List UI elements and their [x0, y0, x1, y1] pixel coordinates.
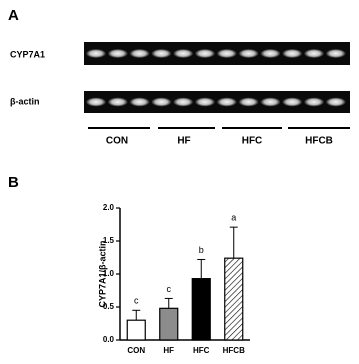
- y-tick-label: 1.5: [103, 236, 115, 245]
- significance-letter: c: [134, 296, 139, 306]
- significance-letter: b: [199, 245, 204, 255]
- band: [151, 97, 172, 107]
- band: [151, 49, 172, 58]
- band: [86, 97, 106, 107]
- band: [173, 97, 194, 107]
- band: [304, 97, 324, 107]
- band: [282, 97, 303, 107]
- y-axis-label: CYP7A1/β-actin: [97, 240, 107, 307]
- bar: [159, 307, 179, 341]
- gel-bands: [86, 49, 346, 107]
- x-tick-label: CON: [127, 346, 145, 355]
- y-tick-label: 2.0: [103, 203, 115, 212]
- band: [238, 49, 259, 58]
- band: [195, 49, 215, 58]
- y-tick-label: 0.0: [103, 335, 115, 344]
- band: [260, 97, 281, 107]
- bar: [126, 319, 146, 341]
- bar: [191, 278, 211, 341]
- group-label: HFCB: [305, 136, 333, 147]
- band: [129, 97, 150, 107]
- x-tick-label: HFCB: [223, 346, 245, 355]
- band: [304, 49, 324, 58]
- group-label: HF: [177, 136, 190, 147]
- band: [86, 49, 106, 58]
- band: [107, 49, 128, 58]
- band: [282, 49, 303, 58]
- significance-letter: a: [231, 213, 236, 223]
- group-label: CON: [106, 136, 128, 147]
- significance-letter: c: [167, 284, 172, 294]
- group-label: HFC: [242, 136, 263, 147]
- band: [238, 97, 259, 107]
- x-tick-label: HF: [163, 346, 174, 355]
- band: [260, 49, 281, 58]
- band: [107, 97, 128, 107]
- band: [216, 97, 237, 107]
- band: [325, 49, 346, 58]
- panel-label: B: [8, 174, 19, 191]
- band: [325, 97, 346, 107]
- bar: [224, 257, 244, 341]
- gel-label: β-actin: [10, 96, 40, 106]
- y-tick-label: 1.0: [103, 269, 115, 278]
- panel-label: A: [8, 7, 19, 24]
- x-tick-label: HFC: [193, 346, 210, 355]
- band: [173, 49, 194, 58]
- y-tick-label: 0.5: [103, 302, 115, 311]
- gel-label: CYP7A1: [10, 49, 45, 59]
- band: [216, 49, 237, 58]
- band: [129, 49, 150, 58]
- band: [195, 97, 215, 107]
